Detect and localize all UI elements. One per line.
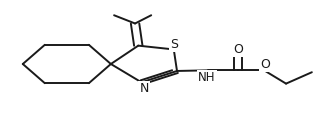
Text: O: O bbox=[233, 43, 243, 56]
Text: NH: NH bbox=[198, 71, 216, 84]
Text: O: O bbox=[260, 58, 270, 71]
Text: S: S bbox=[170, 38, 178, 51]
Text: N: N bbox=[139, 82, 149, 95]
